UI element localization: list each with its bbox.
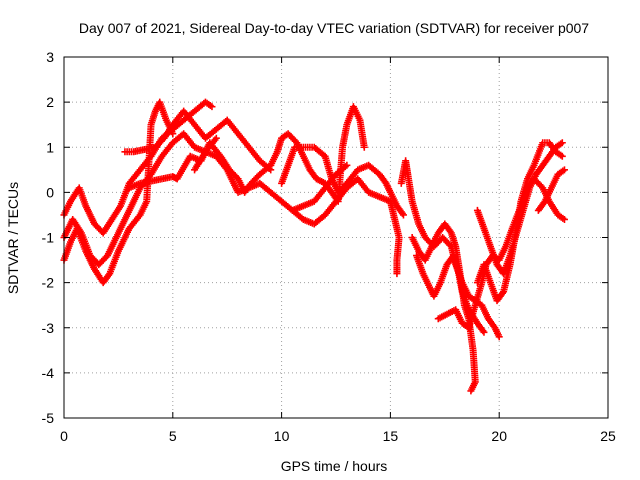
- data-point: [398, 209, 406, 217]
- data-point: [560, 215, 568, 223]
- x-tick-label: 5: [169, 428, 177, 444]
- y-tick-label: -1: [42, 230, 55, 246]
- data-point: [480, 328, 488, 336]
- x-tick-label: 0: [60, 428, 68, 444]
- series-track-8: [278, 143, 407, 219]
- y-tick-label: -5: [42, 410, 55, 426]
- series-track-15: [473, 139, 566, 278]
- chart-title: Day 007 of 2021, Sidereal Day-to-day VTE…: [79, 20, 589, 36]
- data-point: [105, 271, 113, 279]
- data-point: [208, 103, 216, 111]
- data-point: [498, 289, 506, 297]
- y-tick-label: 1: [46, 139, 54, 155]
- series-track-4: [121, 107, 275, 174]
- x-tick-label: 20: [491, 428, 507, 444]
- x-tick-label: 10: [274, 428, 290, 444]
- data-point: [393, 270, 401, 278]
- x-tick-label: 15: [383, 428, 399, 444]
- y-tick-label: -2: [42, 275, 55, 291]
- y-tick-label: -3: [42, 320, 55, 336]
- series-track-16: [534, 166, 568, 214]
- x-tick-label: 25: [600, 428, 616, 444]
- data-point: [467, 387, 475, 395]
- series-track-9: [288, 175, 403, 278]
- data-point: [558, 152, 566, 160]
- data-point: [399, 211, 407, 219]
- data-point: [560, 166, 568, 174]
- data-point: [360, 143, 368, 151]
- y-tick-label: 3: [46, 49, 54, 65]
- series-track-3: [60, 98, 177, 287]
- y-axis-label: SDTVAR / TECUs: [5, 182, 21, 294]
- data-point: [495, 333, 503, 341]
- y-tick-label: 2: [46, 94, 54, 110]
- data-point: [558, 139, 566, 147]
- data-point: [212, 134, 220, 142]
- data-marks: [60, 98, 568, 395]
- data-point: [479, 327, 487, 335]
- y-tick-label: -4: [42, 365, 55, 381]
- axis-ticks: 0 5 10 15 20 25 -5 -4 -3 -2 -1 0 1 2 3: [42, 49, 616, 444]
- y-tick-label: 0: [46, 184, 54, 200]
- x-axis-label: GPS time / hours: [281, 458, 388, 474]
